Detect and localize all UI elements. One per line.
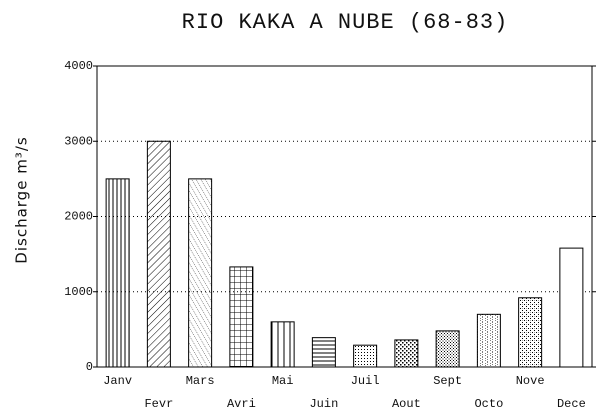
x-tick-label: Mai [272,374,294,388]
chart-title: RIO KAKA A NUBE (68-83) [182,10,509,35]
x-tick-label: Aout [392,397,421,411]
x-tick-label: Juil [351,374,380,388]
y-tick-label: 0 [86,360,93,374]
bar [394,339,419,368]
y-tick-label: 1000 [64,285,93,299]
bar [559,247,584,368]
bar [188,178,213,368]
y-axis-label: Discharge m³/s [13,136,31,263]
bar [518,297,543,368]
bar [105,178,130,368]
x-tick-label: Janv [103,374,132,388]
x-tick-label: Octo [474,397,503,411]
bar [435,330,460,368]
bar [146,140,171,368]
x-tick-label: Dece [557,397,586,411]
y-tick-label: 3000 [64,134,93,148]
bar [311,337,336,368]
x-tick-label: Juin [309,397,338,411]
x-tick-label: Mars [186,374,215,388]
bar [229,266,254,368]
bar [476,313,501,368]
x-tick-label: Sept [433,374,462,388]
x-tick-label: Avri [227,397,256,411]
x-tick-label: Fevr [144,397,173,411]
bar [353,344,378,368]
y-tick-label: 2000 [64,210,93,224]
x-tick-label: Nove [516,374,545,388]
bar [270,321,295,368]
y-tick-label: 4000 [64,59,93,73]
